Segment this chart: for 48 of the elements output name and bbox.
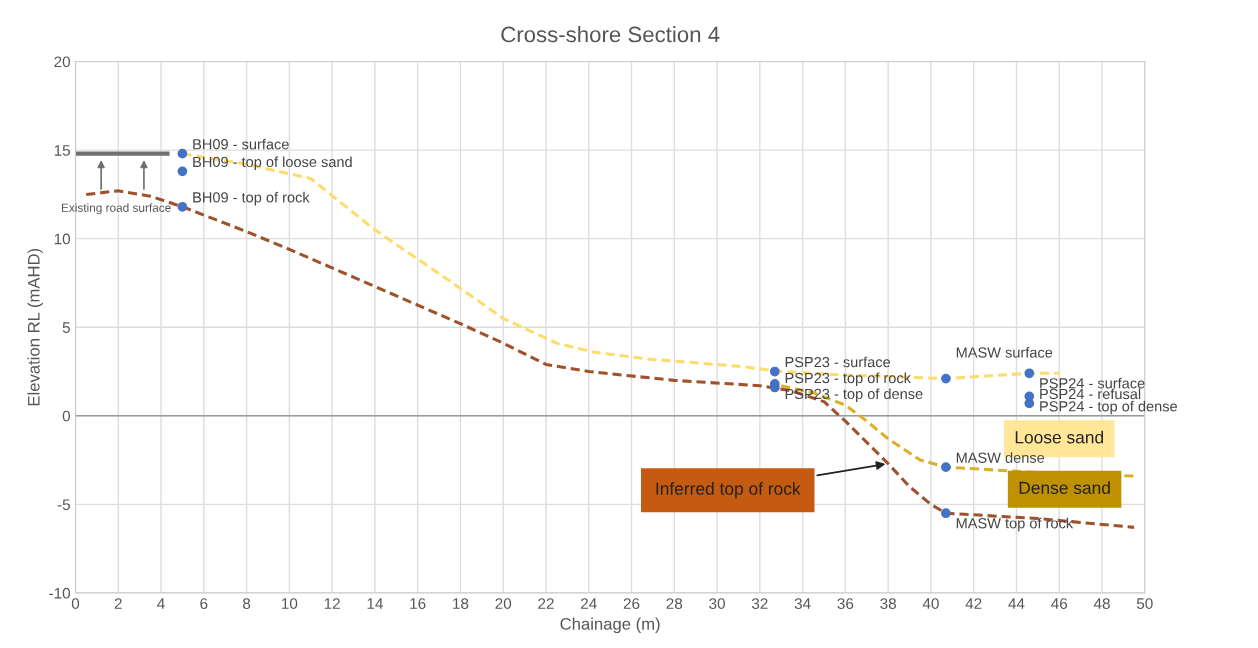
x-tick-label: 16	[410, 598, 426, 609]
annotation: Existing road surface	[61, 203, 171, 215]
x-tick-label: 10	[282, 598, 298, 609]
x-tick-label: 30	[709, 598, 725, 609]
x-tick-label: 4	[157, 598, 165, 609]
series-label: MASW surface	[956, 346, 1053, 358]
x-tick-label: 42	[965, 598, 982, 609]
y-tick-label: -5	[57, 499, 70, 511]
y-tick-label: -10	[49, 587, 71, 599]
x-tick-label: 36	[837, 598, 854, 609]
annotation: Loose sand	[1015, 430, 1104, 444]
x-tick-label: 32	[751, 598, 768, 609]
series-label: PSP24 - surface	[1040, 377, 1145, 389]
series-label: PSP23 - surface	[785, 356, 891, 368]
series-label: MASW dense	[956, 452, 1045, 463]
x-tick-label: 22	[538, 598, 554, 609]
x-tick-label: 40	[922, 598, 939, 609]
x-axis-title: Chainage (m)	[560, 617, 660, 634]
x-tick-label: 26	[623, 598, 640, 609]
y-axis-title: Elevation RL (mAHD)	[27, 248, 43, 406]
x-tick-label: 18	[453, 598, 469, 609]
x-tick-label: 34	[794, 598, 811, 609]
y-tick-label: 20	[54, 56, 71, 68]
x-tick-label: 38	[880, 598, 896, 609]
y-tick-label: 0	[62, 410, 71, 422]
x-tick-label: 14	[367, 598, 383, 609]
x-tick-label: 46	[1051, 598, 1068, 609]
y-tick-label: 10	[54, 233, 71, 245]
x-tick-label: 48	[1093, 598, 1110, 609]
x-tick-label: 2	[114, 598, 122, 609]
annotation: Inferred top of rock	[656, 482, 801, 499]
x-tick-label: 12	[324, 598, 340, 609]
series-label: PSP24 - top of dense	[1040, 400, 1177, 415]
chart-title: Cross-shore Section 4	[501, 26, 720, 43]
x-tick-label: 24	[581, 598, 597, 609]
x-tick-label: 28	[666, 598, 683, 609]
series-label: PSP24 - refusal	[1040, 388, 1141, 400]
x-tick-label: 0	[71, 598, 80, 609]
x-tick-label: 20	[495, 598, 512, 609]
annotation: Dense sand	[1019, 481, 1110, 494]
x-tick-label: 50	[1136, 598, 1153, 609]
x-tick-label: 8	[242, 598, 251, 609]
y-tick-label: 15	[54, 145, 70, 156]
x-tick-label: 6	[200, 598, 208, 609]
y-tick-label: 5	[62, 322, 70, 333]
series-label: BH09 - top of rock	[193, 191, 310, 206]
x-tick-label: 44	[1008, 598, 1025, 609]
series-label: BH09 - surface	[193, 138, 289, 150]
